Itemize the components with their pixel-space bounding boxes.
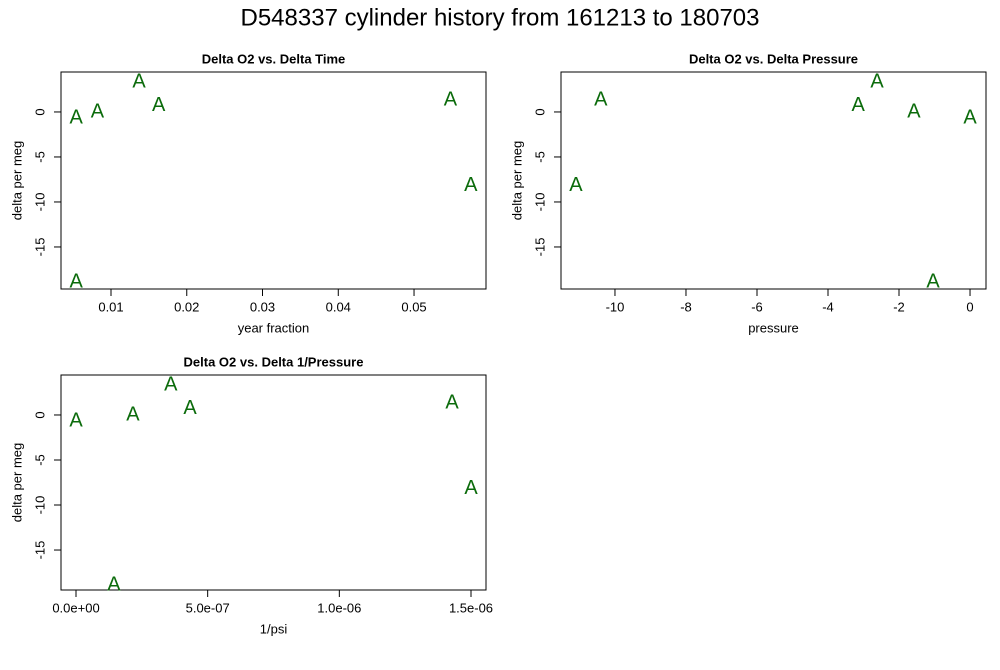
y-tick-label: -10	[32, 193, 47, 212]
y-tick-label: -5	[32, 454, 47, 466]
y-tick-label: 0	[32, 108, 47, 115]
point-marker: A	[464, 174, 478, 196]
point-marker: A	[444, 88, 458, 110]
x-tick-label: 0.02	[174, 299, 199, 314]
x-tick-label: -2	[893, 299, 905, 314]
y-tick-label: -15	[532, 238, 547, 257]
y-tick-label: -5	[532, 151, 547, 163]
y-tick-label: -10	[532, 193, 547, 212]
point-marker: A	[907, 100, 921, 122]
point-marker: A	[107, 574, 121, 596]
x-tick-label: -8	[680, 299, 692, 314]
point-marker: A	[132, 70, 146, 92]
y-axis-label: delta per meg	[9, 443, 24, 523]
point-marker: A	[870, 70, 884, 92]
point-marker: A	[69, 270, 83, 292]
y-tick-label: -10	[32, 496, 47, 515]
point-marker: A	[594, 88, 608, 110]
x-tick-label: 1.5e-06	[449, 600, 493, 615]
panel-title: Delta O2 vs. Delta Time	[202, 51, 346, 66]
point-marker: A	[69, 106, 83, 128]
y-tick-label: 0	[32, 411, 47, 418]
x-tick-label: 0.01	[98, 299, 123, 314]
y-tick-label: -15	[32, 238, 47, 257]
y-axis-label: delta per meg	[509, 141, 524, 221]
x-tick-label: -6	[751, 299, 763, 314]
point-marker: A	[852, 94, 866, 116]
y-tick-label: -15	[32, 541, 47, 560]
point-marker: A	[445, 391, 459, 413]
x-axis-label: 1/psi	[260, 621, 288, 636]
point-marker: A	[963, 106, 977, 128]
point-marker: A	[152, 94, 166, 116]
point-marker: A	[91, 100, 105, 122]
x-tick-label: 5.0e-07	[186, 600, 230, 615]
x-axis-label: year fraction	[238, 320, 310, 335]
point-marker: A	[926, 270, 940, 292]
x-tick-label: 0.0e+00	[52, 600, 99, 615]
point-marker: A	[569, 174, 583, 196]
y-tick-label: 0	[532, 108, 547, 115]
x-tick-label: 0.04	[326, 299, 351, 314]
x-tick-label: 0	[966, 299, 973, 314]
x-tick-label: 0.05	[401, 299, 426, 314]
point-marker: A	[126, 403, 140, 425]
panel-title: Delta O2 vs. Delta 1/Pressure	[184, 354, 364, 369]
point-marker: A	[69, 409, 83, 431]
y-axis-label: delta per meg	[9, 141, 24, 221]
figure-title: D548337 cylinder history from 161213 to …	[241, 4, 760, 31]
point-marker: A	[464, 477, 478, 499]
point-marker: A	[164, 373, 178, 395]
x-tick-label: 0.03	[250, 299, 275, 314]
x-tick-label: 1.0e-06	[317, 600, 361, 615]
point-marker: A	[183, 397, 197, 419]
x-tick-label: -10	[606, 299, 625, 314]
panel-title: Delta O2 vs. Delta Pressure	[689, 51, 858, 66]
x-tick-label: -4	[822, 299, 834, 314]
x-axis-label: pressure	[748, 320, 799, 335]
y-tick-label: -5	[32, 151, 47, 163]
